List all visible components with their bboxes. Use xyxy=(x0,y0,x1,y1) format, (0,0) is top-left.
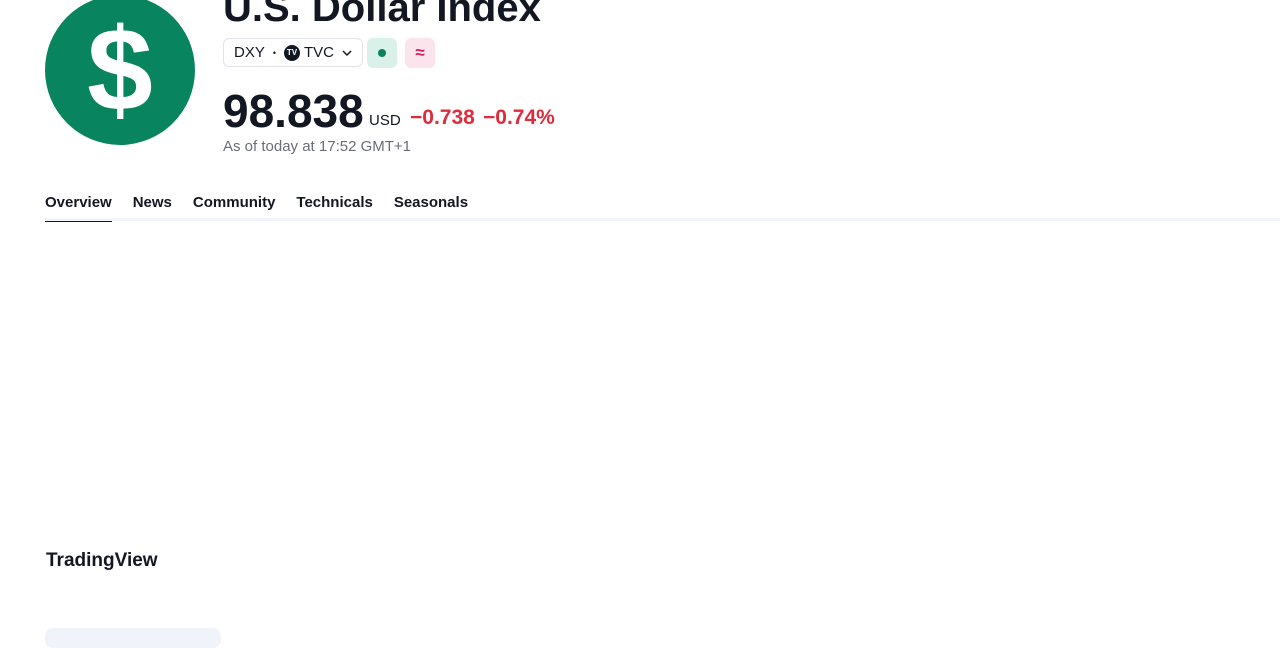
exchange-icon: TV xyxy=(284,44,300,61)
tab[interactable]: News xyxy=(132,194,172,211)
tab-rule xyxy=(45,218,1280,221)
delayed-badge[interactable]: ≈ xyxy=(405,38,435,68)
status-dot xyxy=(378,49,386,57)
exchange-name: TVC xyxy=(304,44,334,61)
change-percent: −0.74% xyxy=(483,106,555,129)
symbol: DXY xyxy=(234,44,265,61)
exchange: TV TVC xyxy=(284,44,334,61)
currency: USD xyxy=(369,112,401,129)
title: U.S. Dollar Index xyxy=(223,0,541,30)
chevron: 01:0003:0004:3006:0007:3009:0010:3012:00… xyxy=(342,49,352,56)
timestamp: As of today at 17:52 GMT+1 xyxy=(223,138,412,155)
change: −0.738 xyxy=(410,106,475,129)
watermark: TradingView xyxy=(46,550,158,571)
footer-button[interactable] xyxy=(45,628,221,648)
logo: $ xyxy=(45,0,195,145)
tab[interactable]: Community xyxy=(192,194,276,211)
market-status[interactable] xyxy=(367,38,397,68)
tab[interactable]: Technicals xyxy=(296,194,373,211)
separator: • xyxy=(272,47,276,58)
tab[interactable]: Seasonals xyxy=(393,194,469,211)
price: 98.838 xyxy=(223,85,364,137)
